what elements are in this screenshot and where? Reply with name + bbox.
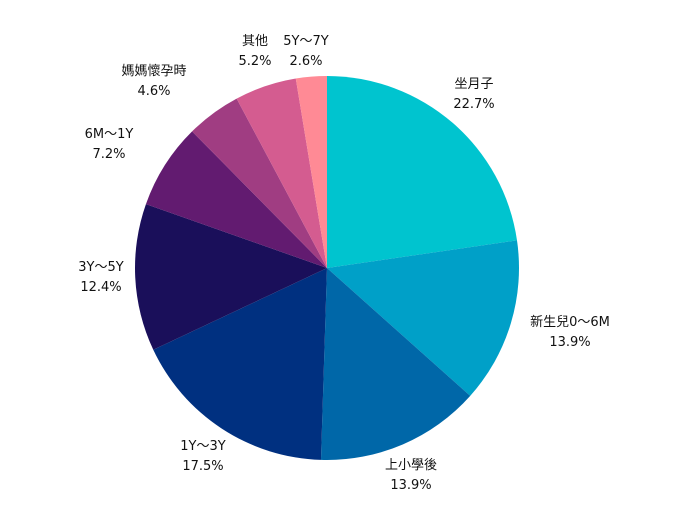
slice-percent-8: 5.2%: [238, 54, 271, 69]
slice-label-9: 5Y～7Y: [283, 34, 328, 49]
pie-slices: [135, 76, 519, 461]
slice-percent-9: 2.6%: [289, 54, 322, 69]
slice-label-1: 坐月子: [454, 77, 493, 92]
pie-slice-4: [153, 268, 327, 460]
pie-slice-1: [327, 76, 517, 268]
slice-percent-1: 22.7%: [453, 97, 494, 112]
slice-percent-6: 7.2%: [92, 147, 125, 162]
pie-slice-2: [327, 240, 519, 396]
slice-percent-5: 12.4%: [80, 280, 121, 295]
pie-slice-7: [192, 98, 327, 268]
pie-slice-6: [145, 131, 327, 268]
slice-percent-2: 13.9%: [549, 335, 590, 350]
slice-label-6: 6M～1Y: [85, 127, 134, 142]
slice-label-8: 其他: [242, 34, 268, 49]
slice-percent-7: 4.6%: [137, 84, 170, 99]
slice-label-3: 上小學後: [385, 458, 437, 473]
slice-label-7: 媽媽懷孕時: [121, 64, 186, 79]
pie-slice-3: [320, 268, 471, 461]
pie-slice-9: [295, 76, 327, 268]
pie-slice-8: [236, 78, 327, 268]
slice-percent-4: 17.5%: [182, 459, 223, 474]
slice-label-4: 1Y～3Y: [180, 439, 225, 454]
slice-label-2: 新生兒0～6M: [530, 314, 610, 330]
slice-percent-3: 13.9%: [390, 478, 431, 493]
pie-slice-5: [135, 204, 327, 350]
slice-label-5: 3Y～5Y: [78, 260, 123, 275]
pie-labels: 坐月子 22.7% 新生兒0～6M 13.9% 上小學後 13.9% 1Y～3Y 17.5% 3…: [78, 34, 610, 493]
